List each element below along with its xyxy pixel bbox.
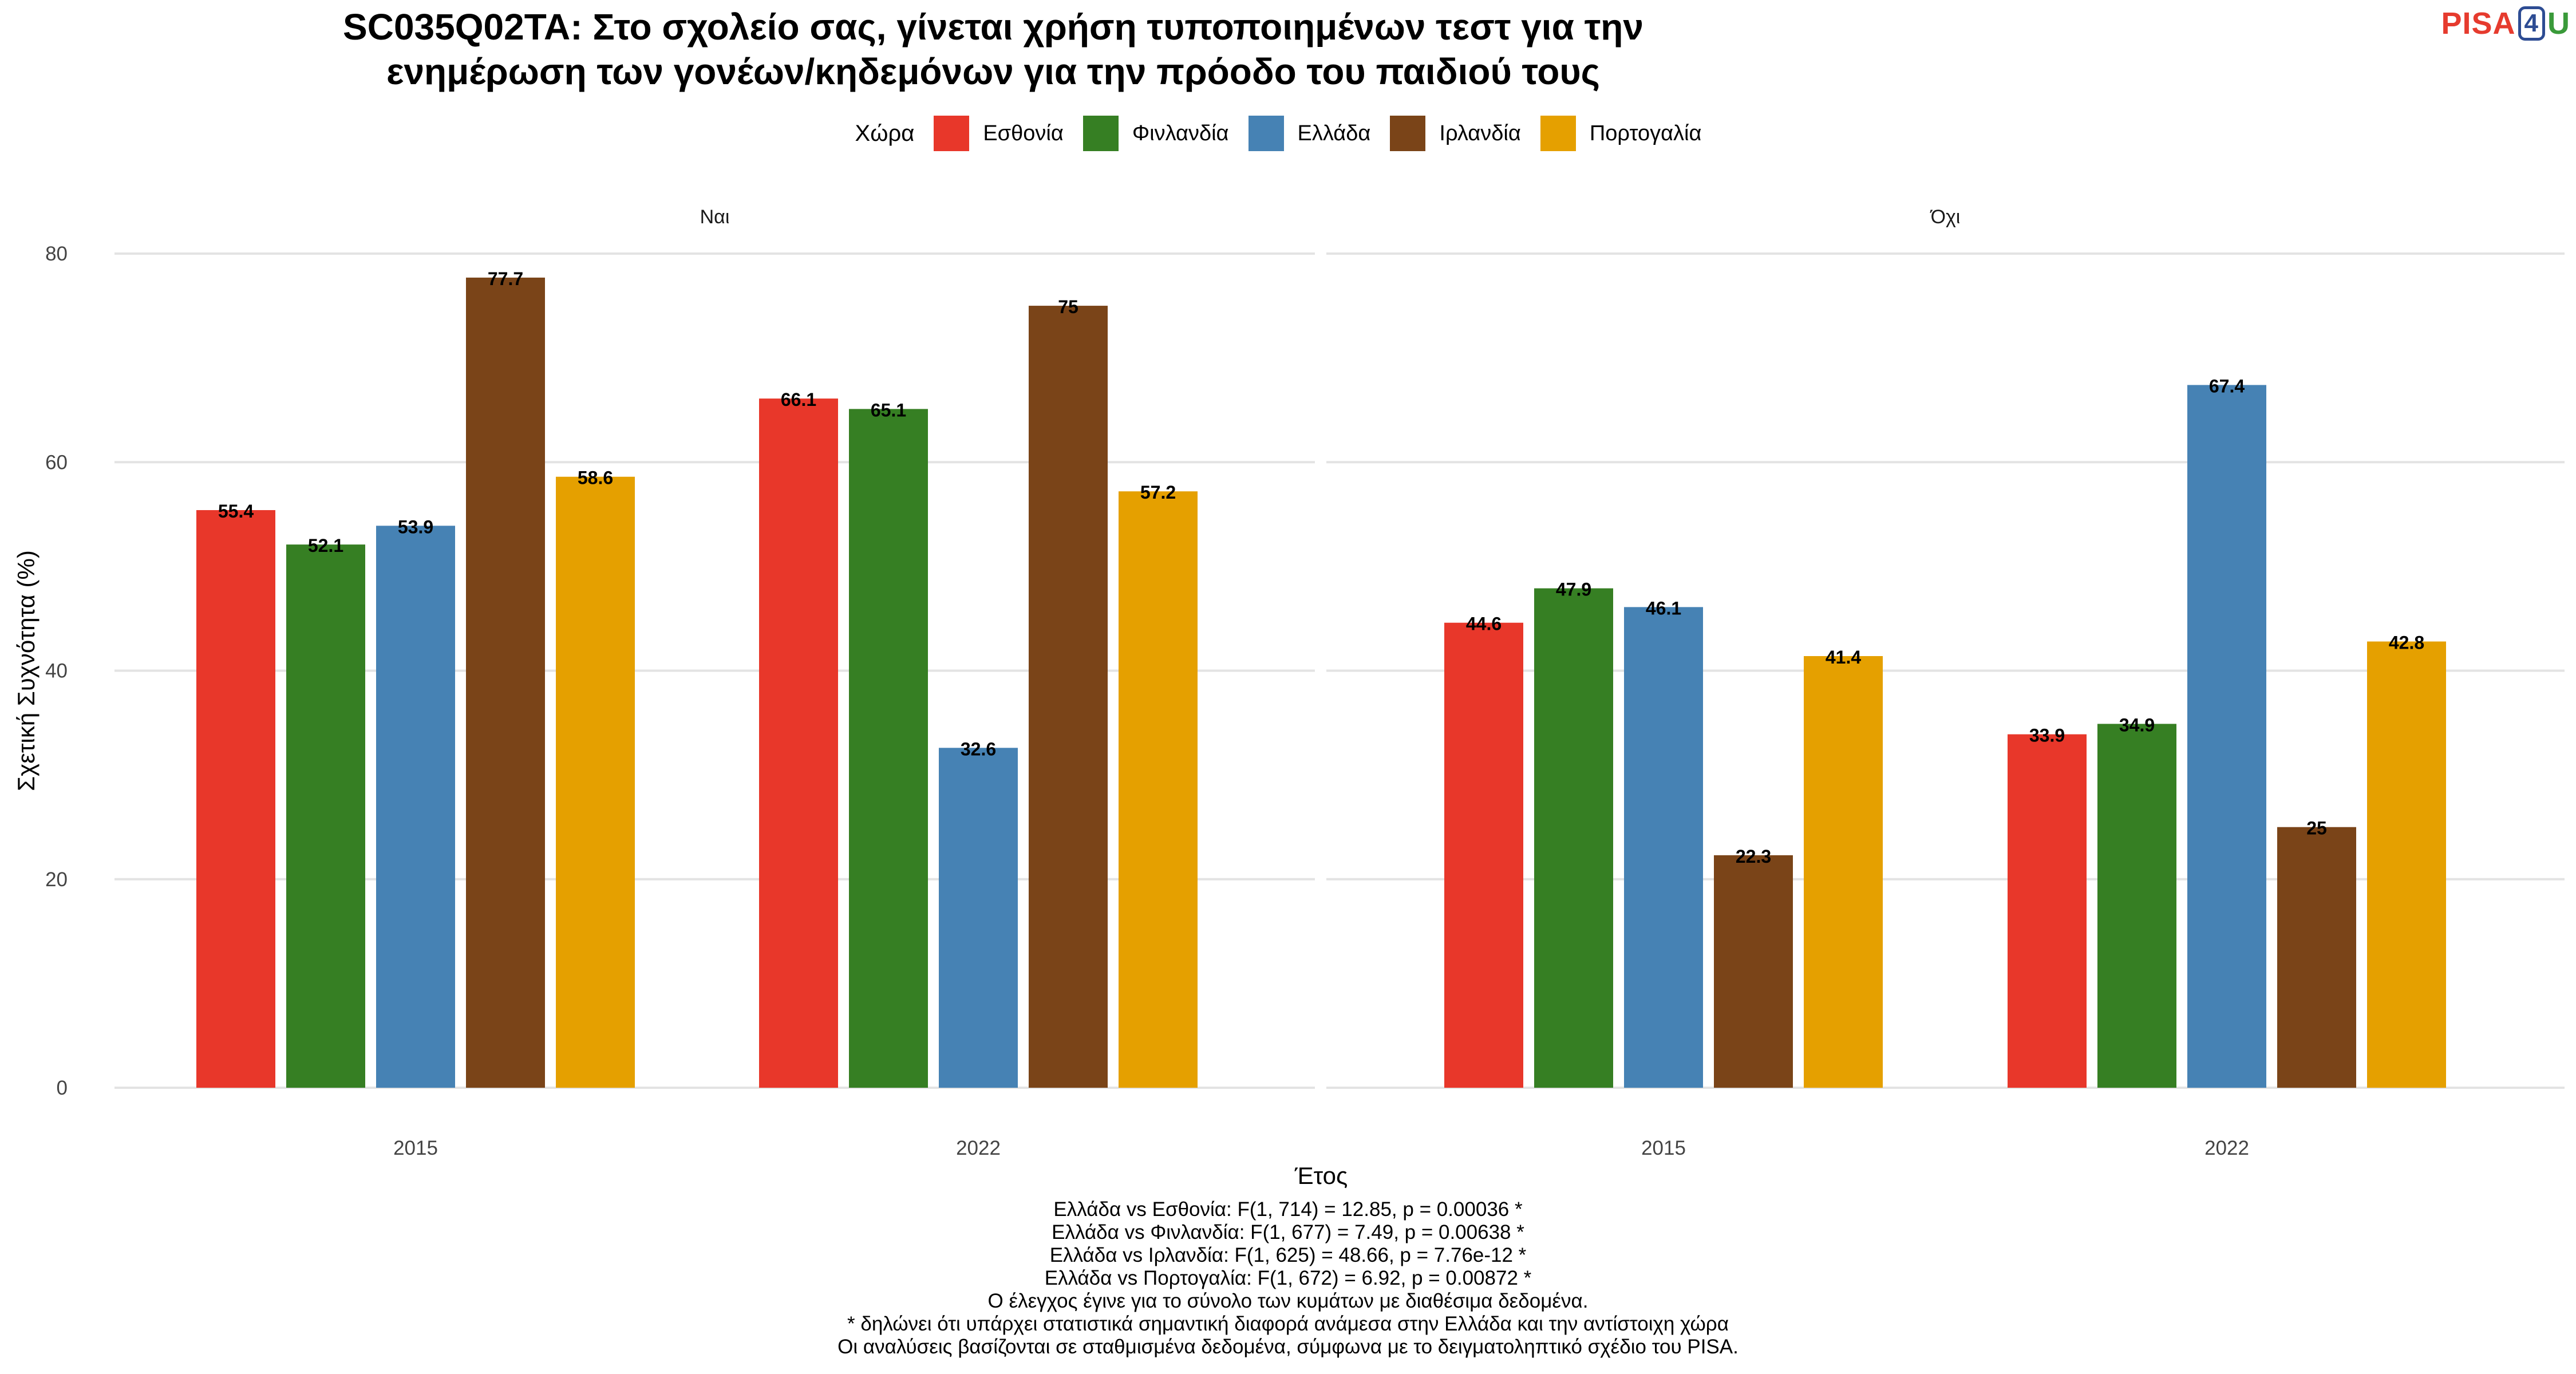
bar: [196, 510, 275, 1088]
bar-value-label: 58.6: [578, 468, 613, 488]
bar: [466, 277, 545, 1088]
footnote-line: * δηλώνει ότι υπάρχει στατιστικά σημαντι…: [847, 1313, 1729, 1335]
bar-value-label: 22.3: [1736, 846, 1771, 867]
bar: [1029, 306, 1108, 1088]
footnote-line: Οι αναλύσεις βασίζονται σε σταθμισμένα δ…: [837, 1336, 1739, 1358]
bar: [376, 526, 455, 1088]
bar-value-label: 42.8: [2389, 633, 2424, 653]
footnote-line: Ελλάδα vs Εσθονία: F(1, 714) = 12.85, p …: [1053, 1198, 1523, 1221]
legend-item-finland: Φινλανδία: [1082, 116, 1229, 151]
legend: Χώρα Εσθονία Φινλανδία Ελλάδα Ιρλανδία Π…: [0, 116, 2576, 151]
logo-u-text: U: [2547, 6, 2570, 41]
x-axis-title: Έτος: [1294, 1162, 1348, 1189]
bar: [2187, 385, 2266, 1088]
pisa4u-logo: PISA 4 U: [2441, 3, 2570, 44]
y-tick-label: 20: [45, 868, 68, 891]
y-tick-label: 60: [45, 451, 68, 473]
legend-swatch-estonia: [934, 116, 970, 151]
bar: [2008, 734, 2087, 1088]
legend-swatch-greece: [1248, 116, 1284, 151]
bar: [1444, 622, 1523, 1088]
x-tick-label: 2015: [1641, 1137, 1686, 1159]
bar-value-label: 44.6: [1466, 614, 1502, 634]
legend-swatch-ireland: [1390, 116, 1426, 151]
bar: [939, 748, 1018, 1088]
bar-value-label: 77.7: [488, 269, 523, 289]
legend-label-portugal: Πορτογαλία: [1589, 121, 1702, 145]
bar: [1624, 607, 1703, 1088]
y-axis-title: Σχετική Συχνότητα (%): [13, 550, 39, 791]
footnote-line: Ελλάδα vs Φινλανδία: F(1, 677) = 7.49, p…: [1052, 1221, 1524, 1243]
bar-value-label: 32.6: [961, 739, 996, 759]
bar-value-label: 66.1: [781, 389, 816, 410]
legend-label-greece: Ελλάδα: [1297, 121, 1371, 145]
y-tick-label: 0: [57, 1077, 68, 1099]
bar-value-label: 65.1: [871, 400, 906, 420]
chart-title-line-1: SC035Q02TA: Στο σχολείο σας, γίνεται χρή…: [343, 6, 1643, 48]
legend-swatch-portugal: [1540, 116, 1576, 151]
bar: [1804, 656, 1883, 1088]
bar: [556, 476, 635, 1088]
legend-title: Χώρα: [855, 120, 915, 146]
chart-title-line-2: ενημέρωση των γονέων/κηδεμόνων για την π…: [386, 51, 1600, 92]
bar: [1714, 855, 1793, 1088]
bar: [759, 398, 838, 1088]
bar-value-label: 47.9: [1556, 579, 1591, 600]
bar-value-label: 55.4: [218, 501, 254, 522]
bar: [2367, 641, 2446, 1088]
panel-label: Ναι: [700, 206, 730, 228]
footnote-line: Ο έλεγχος έγινε για το σύνολο των κυμάτω…: [987, 1290, 1589, 1312]
footnote-line: Ελλάδα vs Πορτογαλία: F(1, 672) = 6.92, …: [1044, 1267, 1532, 1289]
legend-item-estonia: Εσθονία: [934, 116, 1064, 151]
bar: [2277, 827, 2356, 1088]
bar: [286, 544, 365, 1088]
legend-item-ireland: Ιρλανδία: [1390, 116, 1521, 151]
y-tick-label: 40: [45, 660, 68, 682]
bar-value-label: 57.2: [1140, 482, 1176, 503]
x-tick-label: 2022: [2204, 1137, 2249, 1159]
bar: [1119, 491, 1198, 1088]
logo-pisa-text: PISA: [2441, 6, 2516, 41]
bar-value-label: 53.9: [398, 516, 433, 537]
bar-value-label: 41.4: [1826, 647, 1861, 668]
bar-value-label: 52.1: [308, 535, 343, 556]
logo-four-badge: 4: [2518, 6, 2545, 41]
bar-value-label: 34.9: [2119, 714, 2155, 735]
panel-label: Όχι: [1930, 206, 1961, 228]
bar-value-label: 25: [2306, 818, 2327, 839]
footnote-line: Ελλάδα vs Ιρλανδία: F(1, 625) = 48.66, p…: [1049, 1244, 1527, 1266]
bar: [849, 409, 928, 1088]
footnotes: Ελλάδα vs Εσθονία: F(1, 714) = 12.85, p …: [0, 1198, 2576, 1359]
legend-label-finland: Φινλανδία: [1132, 121, 1229, 145]
legend-label-estonia: Εσθονία: [983, 121, 1064, 145]
bar-value-label: 33.9: [2029, 725, 2065, 746]
bar-value-label: 67.4: [2209, 376, 2245, 396]
legend-label-ireland: Ιρλανδία: [1439, 121, 1521, 145]
bar: [1534, 588, 1613, 1088]
legend-item-portugal: Πορτογαλία: [1540, 116, 1702, 151]
chart-title: SC035Q02TA: Στο σχολείο σας, γίνεται χρή…: [0, 5, 1986, 94]
x-tick-label: 2015: [393, 1137, 438, 1159]
y-tick-label: 80: [45, 243, 68, 265]
legend-swatch-finland: [1082, 116, 1119, 151]
bar-value-label: 75: [1058, 297, 1078, 317]
bar: [2097, 724, 2176, 1088]
x-tick-label: 2022: [956, 1137, 1001, 1159]
bar-value-label: 46.1: [1646, 598, 1681, 618]
legend-item-greece: Ελλάδα: [1248, 116, 1371, 151]
